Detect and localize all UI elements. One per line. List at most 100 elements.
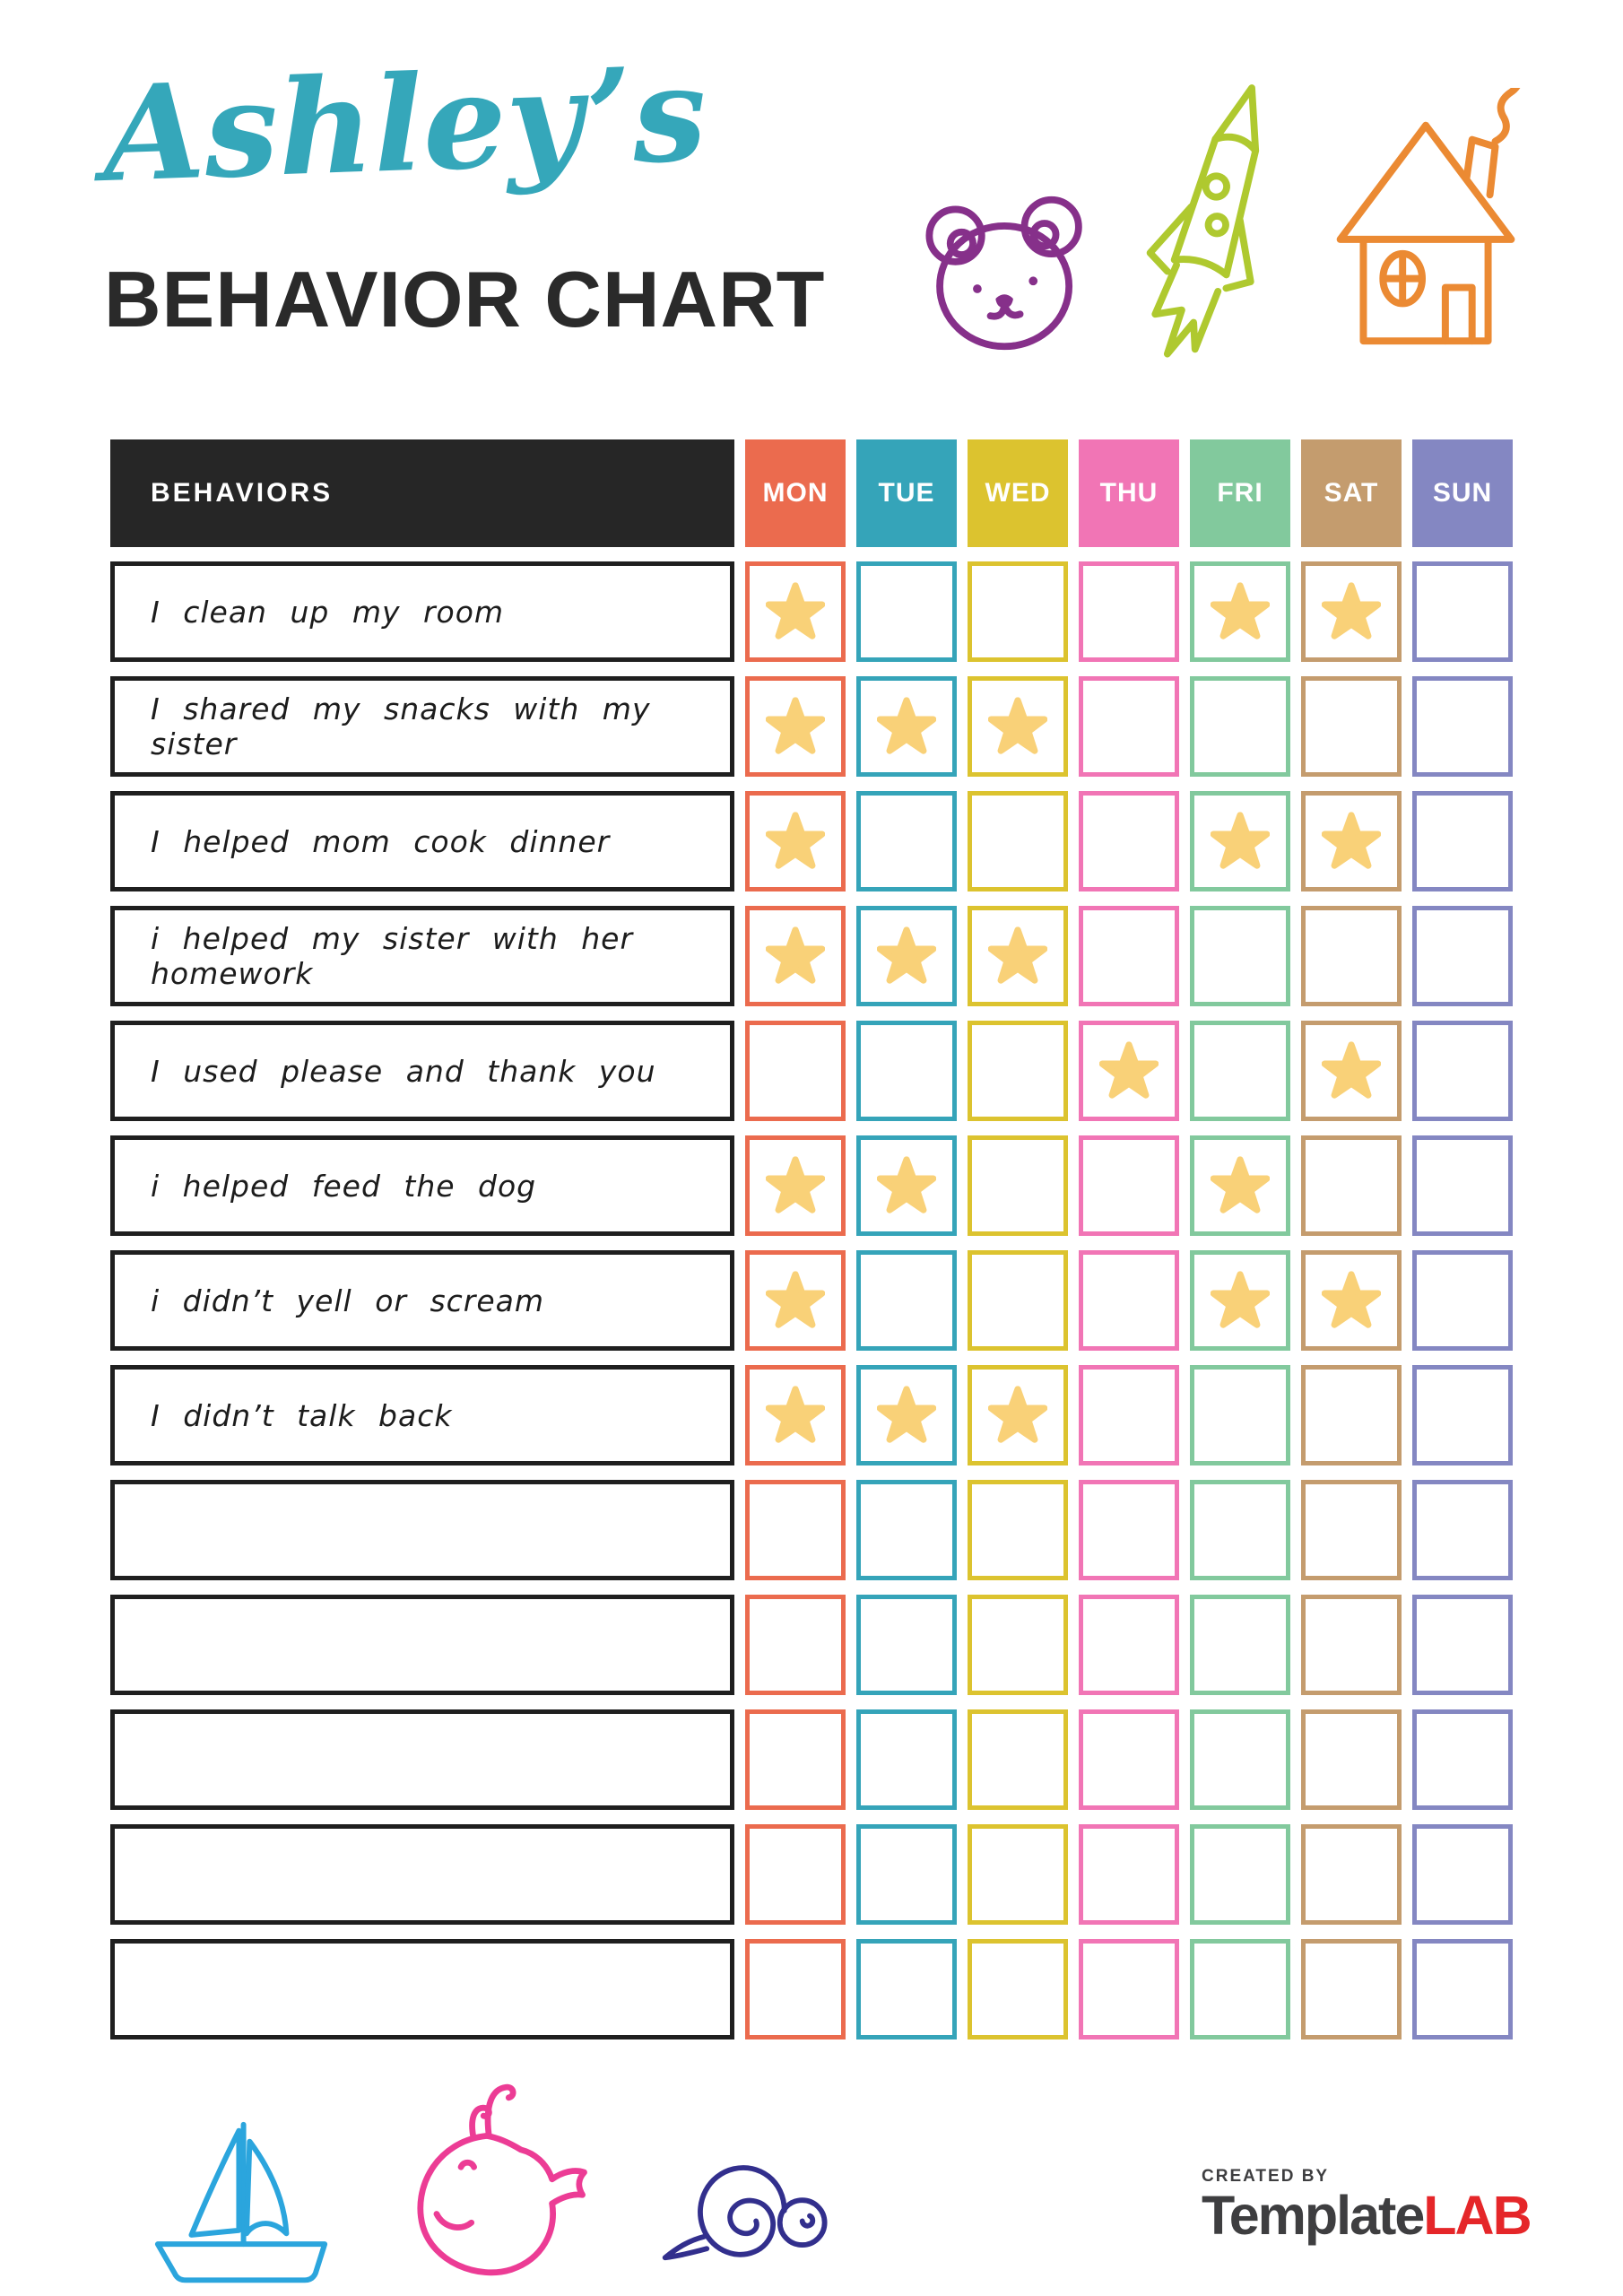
behavior-label[interactable]: i helped my sister with her homework [110, 906, 734, 1006]
cell-r8-fri[interactable] [1190, 1365, 1290, 1465]
cell-r11-wed[interactable] [968, 1709, 1068, 1810]
cell-r10-mon[interactable] [745, 1595, 846, 1695]
cell-r7-sun[interactable] [1412, 1250, 1513, 1351]
cell-r7-tue[interactable] [856, 1250, 957, 1351]
cell-r3-sun[interactable] [1412, 791, 1513, 891]
cell-r6-tue[interactable] [856, 1135, 957, 1236]
cell-r7-wed[interactable] [968, 1250, 1068, 1351]
cell-r9-sat[interactable] [1301, 1480, 1402, 1580]
cell-r3-sat[interactable] [1301, 791, 1402, 891]
cell-r13-mon[interactable] [745, 1939, 846, 2039]
behavior-label[interactable] [110, 1824, 734, 1925]
behavior-label[interactable] [110, 1709, 734, 1810]
behavior-label[interactable]: I clean up my room [110, 561, 734, 662]
cell-r10-wed[interactable] [968, 1595, 1068, 1695]
cell-r6-fri[interactable] [1190, 1135, 1290, 1236]
cell-r11-sun[interactable] [1412, 1709, 1513, 1810]
cell-r11-mon[interactable] [745, 1709, 846, 1810]
cell-r4-sun[interactable] [1412, 906, 1513, 1006]
cell-r2-wed[interactable] [968, 676, 1068, 777]
cell-r2-sat[interactable] [1301, 676, 1402, 777]
cell-r11-tue[interactable] [856, 1709, 957, 1810]
cell-r9-tue[interactable] [856, 1480, 957, 1580]
cell-r4-wed[interactable] [968, 906, 1068, 1006]
cell-r11-fri[interactable] [1190, 1709, 1290, 1810]
cell-r5-fri[interactable] [1190, 1021, 1290, 1121]
cell-r2-tue[interactable] [856, 676, 957, 777]
cell-r5-sun[interactable] [1412, 1021, 1513, 1121]
cell-r9-mon[interactable] [745, 1480, 846, 1580]
cell-r2-thu[interactable] [1079, 676, 1179, 777]
cell-r1-sat[interactable] [1301, 561, 1402, 662]
cell-r1-fri[interactable] [1190, 561, 1290, 662]
cell-r8-thu[interactable] [1079, 1365, 1179, 1465]
cell-r4-thu[interactable] [1079, 906, 1179, 1006]
cell-r12-thu[interactable] [1079, 1824, 1179, 1925]
cell-r3-tue[interactable] [856, 791, 957, 891]
cell-r1-wed[interactable] [968, 561, 1068, 662]
cell-r12-mon[interactable] [745, 1824, 846, 1925]
cell-r6-thu[interactable] [1079, 1135, 1179, 1236]
cell-r13-tue[interactable] [856, 1939, 957, 2039]
cell-r12-fri[interactable] [1190, 1824, 1290, 1925]
behavior-label[interactable] [110, 1939, 734, 2039]
cell-r10-fri[interactable] [1190, 1595, 1290, 1695]
behavior-label[interactable] [110, 1595, 734, 1695]
cell-r11-sat[interactable] [1301, 1709, 1402, 1810]
behavior-label[interactable]: I didn’t talk back [110, 1365, 734, 1465]
cell-r3-thu[interactable] [1079, 791, 1179, 891]
cell-r7-sat[interactable] [1301, 1250, 1402, 1351]
cell-r13-sun[interactable] [1412, 1939, 1513, 2039]
cell-r8-sun[interactable] [1412, 1365, 1513, 1465]
cell-r3-fri[interactable] [1190, 791, 1290, 891]
cell-r8-wed[interactable] [968, 1365, 1068, 1465]
cell-r9-fri[interactable] [1190, 1480, 1290, 1580]
cell-r3-mon[interactable] [745, 791, 846, 891]
cell-r1-thu[interactable] [1079, 561, 1179, 662]
cell-r8-sat[interactable] [1301, 1365, 1402, 1465]
cell-r7-mon[interactable] [745, 1250, 846, 1351]
cell-r3-wed[interactable] [968, 791, 1068, 891]
behavior-label[interactable]: I shared my snacks with my sister [110, 676, 734, 777]
cell-r7-fri[interactable] [1190, 1250, 1290, 1351]
cell-r13-sat[interactable] [1301, 1939, 1402, 2039]
cell-r12-sat[interactable] [1301, 1824, 1402, 1925]
cell-r2-sun[interactable] [1412, 676, 1513, 777]
cell-r7-thu[interactable] [1079, 1250, 1179, 1351]
cell-r5-thu[interactable] [1079, 1021, 1179, 1121]
cell-r5-mon[interactable] [745, 1021, 846, 1121]
cell-r10-sat[interactable] [1301, 1595, 1402, 1695]
cell-r6-sun[interactable] [1412, 1135, 1513, 1236]
behavior-label[interactable]: i helped feed the dog [110, 1135, 734, 1236]
cell-r4-fri[interactable] [1190, 906, 1290, 1006]
cell-r10-thu[interactable] [1079, 1595, 1179, 1695]
cell-r1-mon[interactable] [745, 561, 846, 662]
behavior-label[interactable]: I helped mom cook dinner [110, 791, 734, 891]
behavior-label[interactable] [110, 1480, 734, 1580]
cell-r2-fri[interactable] [1190, 676, 1290, 777]
cell-r9-thu[interactable] [1079, 1480, 1179, 1580]
cell-r5-wed[interactable] [968, 1021, 1068, 1121]
behavior-label[interactable]: i didn’t yell or scream [110, 1250, 734, 1351]
cell-r9-sun[interactable] [1412, 1480, 1513, 1580]
cell-r12-wed[interactable] [968, 1824, 1068, 1925]
cell-r6-mon[interactable] [745, 1135, 846, 1236]
cell-r10-sun[interactable] [1412, 1595, 1513, 1695]
cell-r10-tue[interactable] [856, 1595, 957, 1695]
cell-r13-wed[interactable] [968, 1939, 1068, 2039]
cell-r4-tue[interactable] [856, 906, 957, 1006]
cell-r13-thu[interactable] [1079, 1939, 1179, 2039]
behavior-label[interactable]: I used please and thank you [110, 1021, 734, 1121]
cell-r5-tue[interactable] [856, 1021, 957, 1121]
cell-r12-sun[interactable] [1412, 1824, 1513, 1925]
cell-r4-sat[interactable] [1301, 906, 1402, 1006]
cell-r8-mon[interactable] [745, 1365, 846, 1465]
cell-r5-sat[interactable] [1301, 1021, 1402, 1121]
cell-r4-mon[interactable] [745, 906, 846, 1006]
cell-r8-tue[interactable] [856, 1365, 957, 1465]
cell-r13-fri[interactable] [1190, 1939, 1290, 2039]
cell-r6-sat[interactable] [1301, 1135, 1402, 1236]
cell-r1-sun[interactable] [1412, 561, 1513, 662]
cell-r11-thu[interactable] [1079, 1709, 1179, 1810]
cell-r1-tue[interactable] [856, 561, 957, 662]
